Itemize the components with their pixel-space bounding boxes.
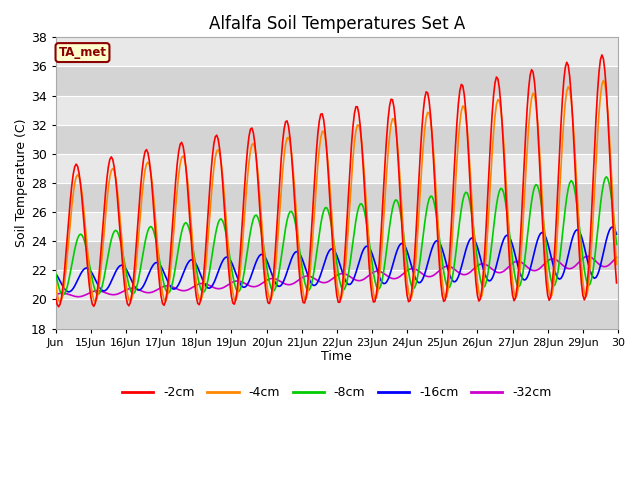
Bar (56, 183, 618, 212)
X-axis label: Time: Time (321, 350, 352, 363)
Bar (56, 154, 618, 183)
Y-axis label: Soil Temperature (C): Soil Temperature (C) (15, 119, 28, 247)
Bar (56, 241, 618, 270)
Legend: -2cm, -4cm, -8cm, -16cm, -32cm: -2cm, -4cm, -8cm, -16cm, -32cm (117, 382, 557, 405)
Text: TA_met: TA_met (58, 46, 106, 59)
Bar (56, 37, 618, 66)
Bar (56, 66, 618, 96)
Bar (56, 96, 618, 125)
Title: Alfalfa Soil Temperatures Set A: Alfalfa Soil Temperatures Set A (209, 15, 465, 33)
Bar (56, 300, 618, 329)
Bar (56, 125, 618, 154)
Bar (56, 270, 618, 300)
Bar (56, 212, 618, 241)
